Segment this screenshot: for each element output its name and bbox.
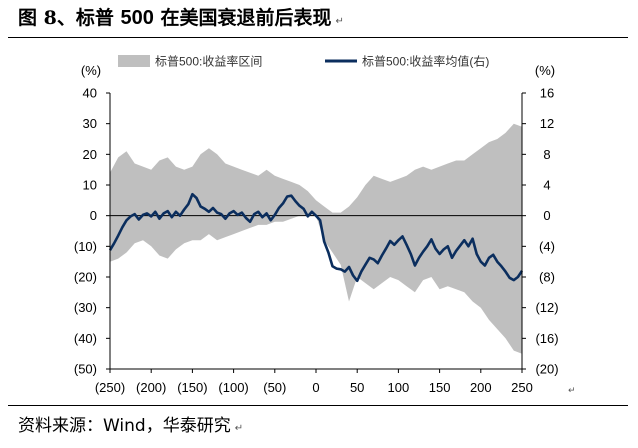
right-tick-label: (20) [535,362,558,377]
legend-label-band: 标普500:收益率区间 [155,54,262,69]
right-unit-label: (%) [535,63,555,78]
mean-return-line [108,192,524,283]
x-tick-label: (50) [263,380,286,395]
chart-paragraph-mark-icon: ↵ [568,386,576,396]
right-tick-label: (4) [539,239,555,254]
left-tick-label: 10 [83,178,97,193]
source-paragraph-mark-icon: ↵ [234,423,244,434]
figure-title: 图 8、标普 500 在美国衰退前后表现 ↵ [18,4,344,32]
x-tick-label: 150 [429,380,451,395]
left-tick-label: (50) [74,362,97,377]
x-tick-label: 0 [312,380,319,395]
title-suffix: 在美国衰退前后表现 [153,7,332,29]
left-tick-label: (30) [74,300,97,315]
line-layer [108,192,524,283]
right-tick-label: 8 [543,147,550,162]
x-tick-label: 200 [470,380,492,395]
source-rule [8,405,628,406]
x-tick-label: (250) [95,380,125,395]
right-tick-label: (12) [535,300,558,315]
legend-label-line: 标普500:收益率均值(右) [362,54,489,69]
return-range-band [110,123,522,354]
right-tick-label: 16 [540,86,554,101]
right-tick-label: (16) [535,331,558,346]
x-tick-label: 100 [388,380,410,395]
left-unit-label: (%) [81,63,101,78]
source-note: 资料来源：Wind，华泰研究 ↵ [18,413,243,439]
left-tick-label: (20) [74,270,97,285]
title-rule [8,37,628,38]
x-tick-label: (200) [136,380,166,395]
right-tick-label: 12 [540,116,554,131]
x-tick-label: (100) [218,380,248,395]
right-tick-label: (8) [539,270,555,285]
title-number: 500 [120,7,154,29]
ticks-layer: 403020100(10)(20)(30)(40)(50)1612840(4)(… [74,63,559,395]
left-tick-label: 40 [83,86,97,101]
x-tick-label: 50 [350,380,364,395]
paragraph-mark-icon: ↵ [335,16,344,27]
left-tick-label: 20 [83,147,97,162]
band-layer [110,123,522,354]
left-tick-label: (40) [74,331,97,346]
right-tick-label: 4 [543,178,550,193]
right-tick-label: 0 [543,208,550,223]
legend: 标普500:收益率区间 标普500:收益率均值(右) [118,54,489,69]
source-text: 资料来源：Wind，华泰研究 [18,416,231,436]
chart: 403020100(10)(20)(30)(40)(50)1612840(4)(… [74,54,559,396]
legend-swatch-band [118,55,150,67]
x-tick-label: 250 [511,380,533,395]
title-prefix: 图 8、标普 [18,7,121,29]
left-tick-label: (10) [74,239,97,254]
left-tick-label: 30 [83,116,97,131]
x-tick-label: (150) [177,380,207,395]
left-tick-label: 0 [90,208,97,223]
